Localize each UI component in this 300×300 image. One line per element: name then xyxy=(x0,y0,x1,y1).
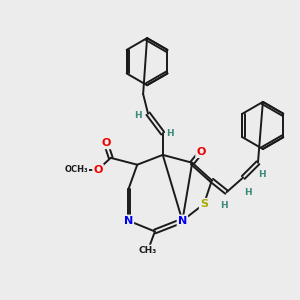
Text: OCH₃: OCH₃ xyxy=(64,165,88,174)
Text: H: H xyxy=(258,170,266,179)
Text: S: S xyxy=(200,199,208,209)
Text: H: H xyxy=(244,188,252,197)
Text: O: O xyxy=(101,138,110,148)
Text: O: O xyxy=(93,165,103,175)
Text: O: O xyxy=(196,147,206,157)
Text: N: N xyxy=(124,216,133,226)
Text: H: H xyxy=(220,201,227,210)
Text: H: H xyxy=(134,111,142,120)
Text: N: N xyxy=(178,216,187,226)
Text: CH₃: CH₃ xyxy=(139,246,157,255)
Text: H: H xyxy=(166,129,173,138)
